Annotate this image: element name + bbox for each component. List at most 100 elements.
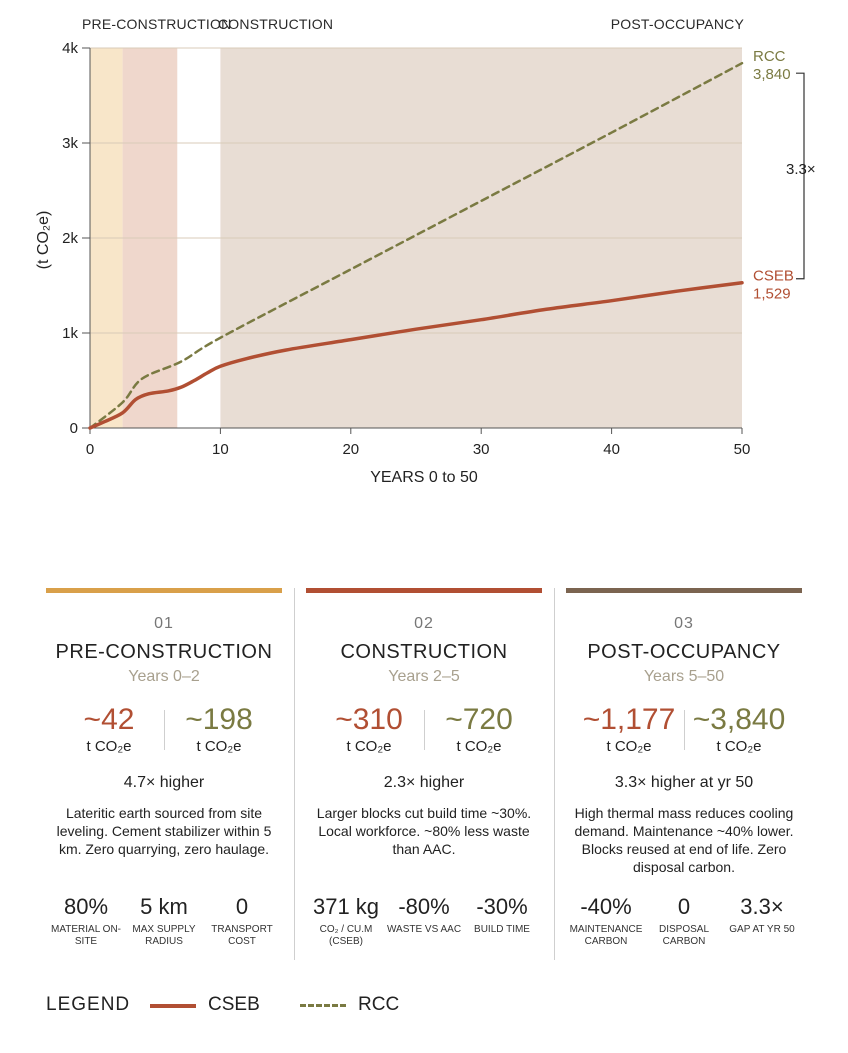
legend-swatch-rcc xyxy=(300,1004,346,1007)
card-pre-construction: 01 PRE-CONSTRUCTION Years 0–2 ~42 t CO₂e… xyxy=(46,588,282,960)
legend-label-cseb: CSEB xyxy=(208,994,260,1015)
card-ratio: 4.7× higher xyxy=(123,774,205,791)
end-label-name: CSEB xyxy=(753,268,794,285)
cseb-stat: ~1,177 t CO₂e xyxy=(574,703,684,756)
phase-label: CONSTRUCTION xyxy=(218,16,333,32)
card-stats: ~42 t CO₂e ~198 t CO₂e xyxy=(46,704,282,762)
y-tick-label: 1k xyxy=(62,325,78,342)
card-divider xyxy=(554,588,555,960)
cseb-unit: t CO₂e xyxy=(86,738,132,755)
y-tick-label: 0 xyxy=(70,420,78,437)
metric: 0 DISPOSAL CARBON xyxy=(644,894,724,948)
stat-divider xyxy=(164,710,165,750)
metric: -40% MAINTENANCE CARBON xyxy=(566,894,646,948)
phase-label: PRE-CONSTRUCTION xyxy=(82,16,231,32)
metric-value: 80% xyxy=(63,894,109,919)
rcc-unit: t CO₂e xyxy=(716,738,762,755)
x-tick-label: 50 xyxy=(734,441,751,458)
metric: 80% MATERIAL ON-SITE xyxy=(46,894,126,948)
metric-label: WASTE VS AAC xyxy=(386,924,462,935)
cseb-value: ~1,177 xyxy=(582,703,676,736)
cseb-stat: ~310 t CO₂e xyxy=(314,703,424,756)
metric-label: GAP AT YR 50 xyxy=(729,924,795,935)
card-construction: 02 CONSTRUCTION Years 2–5 ~310 t CO₂e ~7… xyxy=(306,588,542,960)
metric: 5 km MAX SUPPLY RADIUS xyxy=(124,894,204,948)
stat-divider xyxy=(684,710,685,750)
legend-label-rcc: RCC xyxy=(358,994,400,1015)
card-description: Lateritic earth sourced from site leveli… xyxy=(56,805,272,857)
series-lines xyxy=(88,61,744,430)
series-line-cseb xyxy=(88,280,744,430)
rcc-stat: ~198 t CO₂e xyxy=(164,703,274,756)
rcc-stat: ~720 t CO₂e xyxy=(424,703,534,756)
card-color-bar xyxy=(306,588,542,593)
card-years: Years 5–50 xyxy=(643,668,725,685)
metric: 3.3× GAP AT YR 50 xyxy=(722,894,802,936)
metric-value: 0 xyxy=(677,894,691,919)
metric: 371 kg CO₂ / CU.M (CSEB) xyxy=(306,894,386,948)
y-tick-label: 2k xyxy=(62,230,78,247)
metric-value: -30% xyxy=(476,894,528,919)
end-label-value: 3,840 xyxy=(753,66,791,83)
x-tick-label: 20 xyxy=(342,441,359,458)
card-metrics: 371 kg CO₂ / CU.M (CSEB) -80% WASTE VS AAC… xyxy=(306,894,542,954)
metric-value: 0 xyxy=(235,894,249,919)
card-metrics: 80% MATERIAL ON-SITE 5 km MAX SUPPLY RADIU… xyxy=(46,894,282,954)
phase-label: POST-OCCUPANCY xyxy=(611,16,745,32)
metric-label: TRANSPORT COST xyxy=(211,924,273,947)
end-label-name: RCC xyxy=(753,48,786,65)
card-ratio: 2.3× higher xyxy=(383,774,465,791)
metric-label: MAX SUPPLY RADIUS xyxy=(132,924,196,947)
rcc-value: ~720 xyxy=(445,703,513,736)
y-tick-label: 4k xyxy=(62,40,78,57)
x-axis-ticks: 0 10 20 30 40 50 xyxy=(86,428,751,458)
card-years: Years 0–2 xyxy=(128,668,200,685)
phase-cards: 01 PRE-CONSTRUCTION Years 0–2 ~42 t CO₂e… xyxy=(46,588,802,960)
card-title: POST-OCCUPANCY xyxy=(587,641,781,663)
cseb-unit: t CO₂e xyxy=(346,738,392,755)
metric-value: -80% xyxy=(398,894,450,919)
card-post-occupancy: 03 POST-OCCUPANCY Years 5–50 ~1,177 t CO… xyxy=(566,588,802,960)
gap-label: 3.3× xyxy=(786,161,816,178)
card-color-bar xyxy=(566,588,802,593)
card-stats: ~310 t CO₂e ~720 t CO₂e xyxy=(306,704,542,762)
x-tick-label: 30 xyxy=(473,441,490,458)
metric-label: MAINTENANCE CARBON xyxy=(569,924,643,947)
legend: LEGEND CSEB RCC xyxy=(46,992,546,1020)
metric-value: 371 kg xyxy=(312,894,380,919)
metric-label: CO₂ / CU.M (CSEB) xyxy=(319,924,373,947)
y-axis-label: (t CO₂e) xyxy=(35,211,52,270)
rcc-stat: ~3,840 t CO₂e xyxy=(684,704,794,756)
card-stats: ~1,177 t CO₂e ~3,840 t CO₂e xyxy=(566,704,802,762)
metric-value: 5 km xyxy=(140,894,188,919)
card-title: CONSTRUCTION xyxy=(340,641,508,663)
metric: 0 TRANSPORT COST xyxy=(202,894,282,948)
card-number: 02 xyxy=(414,615,434,632)
card-number: 03 xyxy=(674,615,694,632)
card-description: Larger blocks cut build time ~30%. Local… xyxy=(316,805,532,857)
gap-bracket-line xyxy=(796,72,805,280)
metric: -80% WASTE VS AAC xyxy=(384,894,464,936)
legend-swatch-cseb xyxy=(150,1004,196,1008)
card-metrics: -40% MAINTENANCE CARBON 0 DISPOSAL CARBON … xyxy=(566,894,802,954)
rcc-unit: t CO₂e xyxy=(456,738,502,755)
metric-label: BUILD TIME xyxy=(474,924,530,935)
card-color-bar xyxy=(46,588,282,593)
metric-label: MATERIAL ON-SITE xyxy=(50,924,121,947)
card-description: High thermal mass reduces cooling demand… xyxy=(574,805,794,875)
cseb-value: ~42 xyxy=(83,703,135,736)
x-tick-label: 40 xyxy=(603,441,620,458)
x-tick-label: 0 xyxy=(86,441,94,458)
metric-value: -40% xyxy=(580,894,632,919)
legend-title: LEGEND xyxy=(46,994,131,1015)
rcc-value: ~198 xyxy=(185,703,253,736)
x-axis-label: YEARS 0 to 50 xyxy=(370,469,478,486)
card-ratio: 3.3× higher at yr 50 xyxy=(614,774,754,791)
series-line-rcc xyxy=(88,61,744,430)
x-tick-label: 10 xyxy=(212,441,229,458)
card-years: Years 2–5 xyxy=(388,668,460,685)
cseb-unit: t CO₂e xyxy=(606,738,652,755)
cseb-value: ~310 xyxy=(335,703,403,736)
